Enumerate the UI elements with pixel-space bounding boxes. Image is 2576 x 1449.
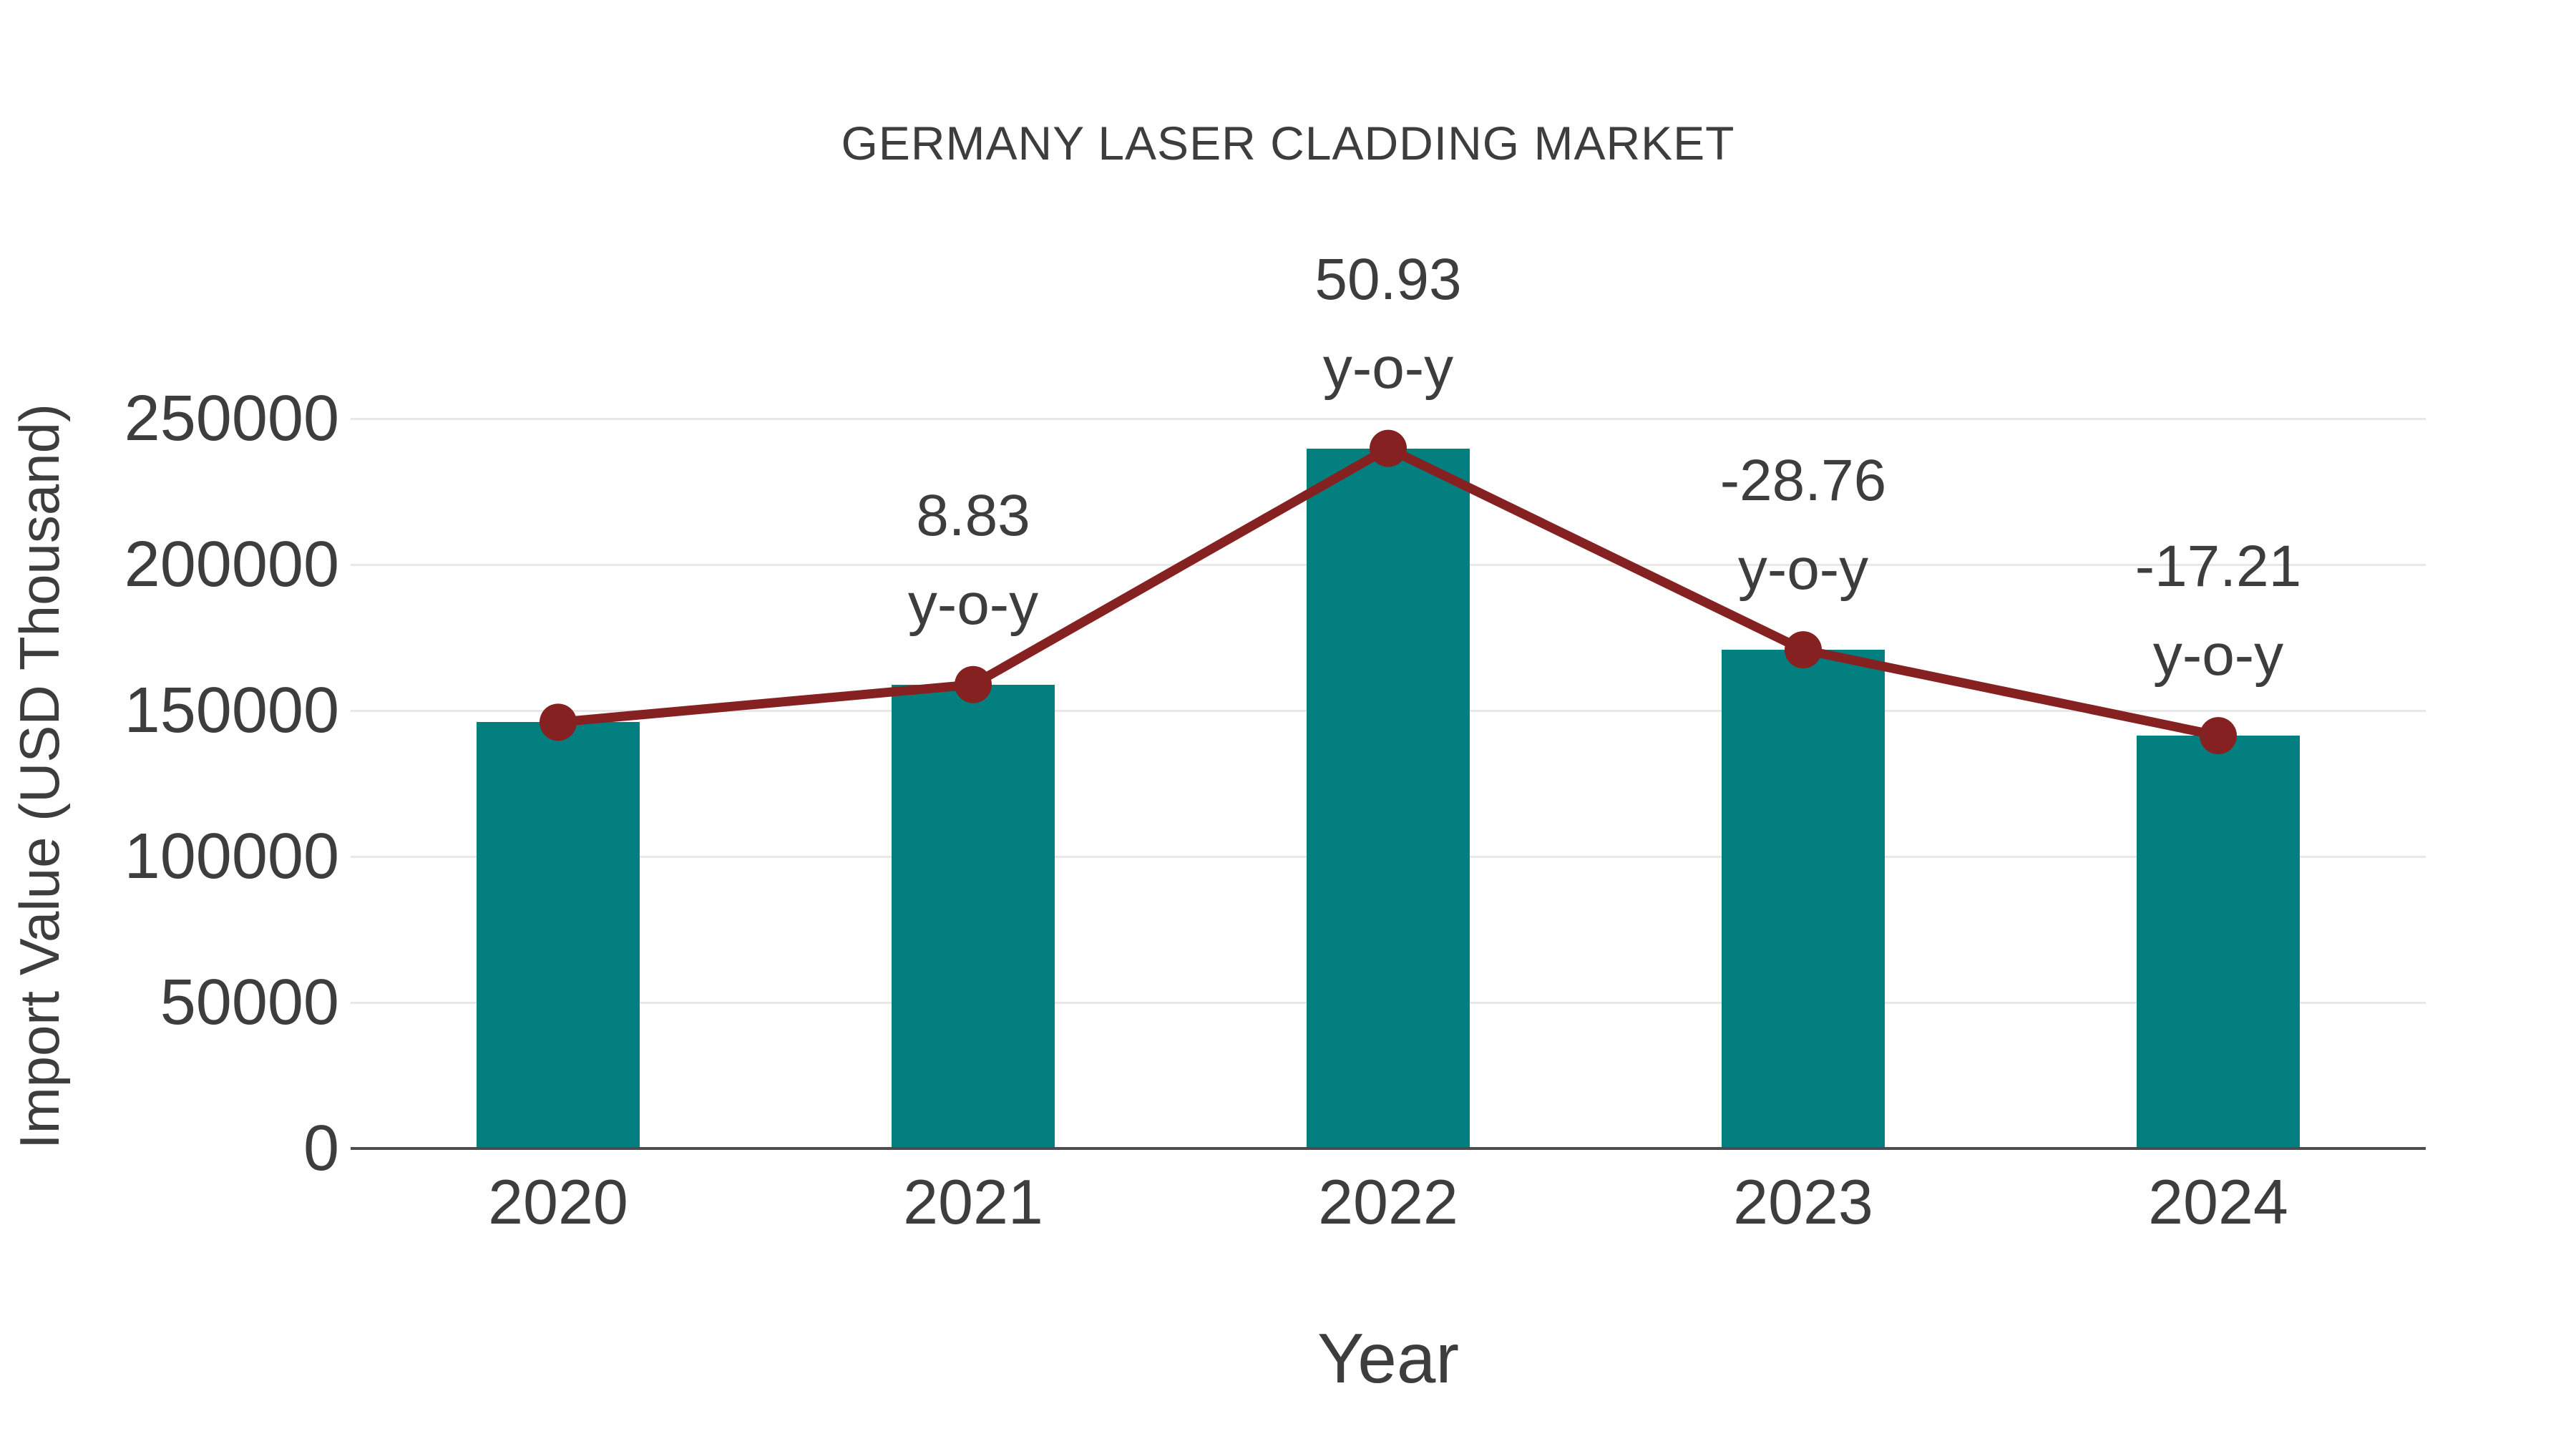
x-axis-title: Year [1317, 1319, 1459, 1397]
data-point-dot-2021 [955, 665, 992, 703]
yoy-value-label: -28.76 [1719, 448, 1887, 514]
yoy-suffix-label: y-o-y [907, 571, 1039, 637]
x-tick-label: 2021 [903, 1166, 1043, 1237]
x-axis-line [351, 1147, 2426, 1150]
bar-2023 [1722, 650, 1885, 1148]
x-tick-label: 2023 [1733, 1166, 1873, 1237]
data-point-dot-2024 [2200, 717, 2237, 755]
bar-2020 [477, 722, 640, 1148]
yoy-annotation-2021: 8.83 y-o-y [744, 472, 1202, 649]
yoy-annotation-2023: -28.76 y-o-y [1574, 436, 2032, 614]
yoy-value-label: 50.93 [1314, 246, 1462, 312]
data-point-dot-2023 [1785, 631, 1822, 669]
y-tick-label: 150000 [124, 675, 339, 746]
yoy-value-label: 8.83 [916, 482, 1030, 548]
y-tick-label: 50000 [160, 967, 339, 1038]
chart-title: GERMANY LASER CLADDING MARKET [841, 117, 1735, 170]
y-tick-label: 100000 [124, 821, 339, 892]
yoy-value-label: -17.21 [2135, 534, 2302, 600]
yoy-suffix-label: y-o-y [2152, 623, 2284, 688]
bar-2021 [892, 684, 1055, 1148]
y-tick-label: 200000 [124, 529, 339, 600]
x-tick-label: 2022 [1318, 1166, 1458, 1237]
yoy-suffix-label: y-o-y [1322, 335, 1454, 401]
gridline [351, 417, 2426, 420]
y-tick-label: 0 [303, 1113, 339, 1184]
data-point-dot-2022 [1370, 429, 1407, 467]
x-tick-label: 2020 [488, 1166, 628, 1237]
yoy-annotation-2022: 50.93 y-o-y [1159, 235, 1617, 413]
y-tick-label: 250000 [124, 383, 339, 454]
yoy-suffix-label: y-o-y [1737, 537, 1869, 602]
x-tick-label: 2024 [2148, 1166, 2288, 1237]
data-point-dot-2020 [540, 703, 577, 741]
yoy-annotation-2024: -17.21 y-o-y [1989, 522, 2447, 700]
bar-2024 [2137, 736, 2300, 1148]
bar-2022 [1307, 448, 1470, 1148]
